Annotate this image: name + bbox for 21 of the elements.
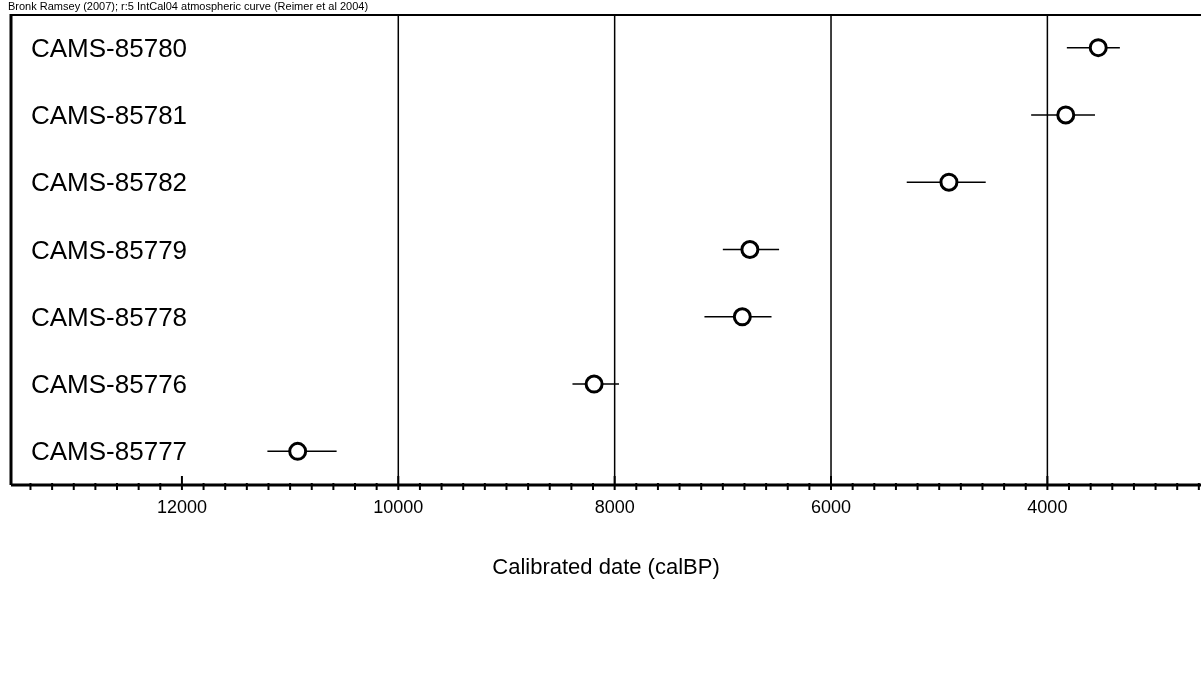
y-tick-label: CAMS-85779: [31, 234, 188, 265]
point: [1056, 105, 1076, 125]
point: [1088, 38, 1108, 58]
x-tick-label: 12000: [156, 497, 207, 517]
y-tick-label: CAMS-85776: [31, 369, 188, 400]
point: [939, 172, 959, 192]
point: [732, 307, 752, 327]
y-tick-label: CAMS-85778: [31, 301, 188, 332]
x-axis-title: Calibrated date (calBP): [492, 554, 720, 579]
chart-title: Bronk Ramsey (2007); r:5 IntCal04 atmospheric curve (Reimer et al 2004): [8, 0, 369, 13]
x-tick-label: 8000: [594, 497, 635, 517]
y-tick-label: CAMS-85777: [31, 436, 188, 467]
point: [288, 441, 308, 461]
x-tick-label: 4000: [1027, 497, 1068, 517]
x-tick-label: 6000: [810, 497, 852, 517]
x-tick-label: 10000: [373, 497, 424, 517]
point: [584, 374, 604, 394]
y-tick-label: CAMS-85782: [31, 167, 188, 198]
point: [740, 240, 760, 259]
y-tick-label: CAMS-85780: [31, 32, 188, 63]
y-tick-label: CAMS-85781: [31, 99, 188, 130]
